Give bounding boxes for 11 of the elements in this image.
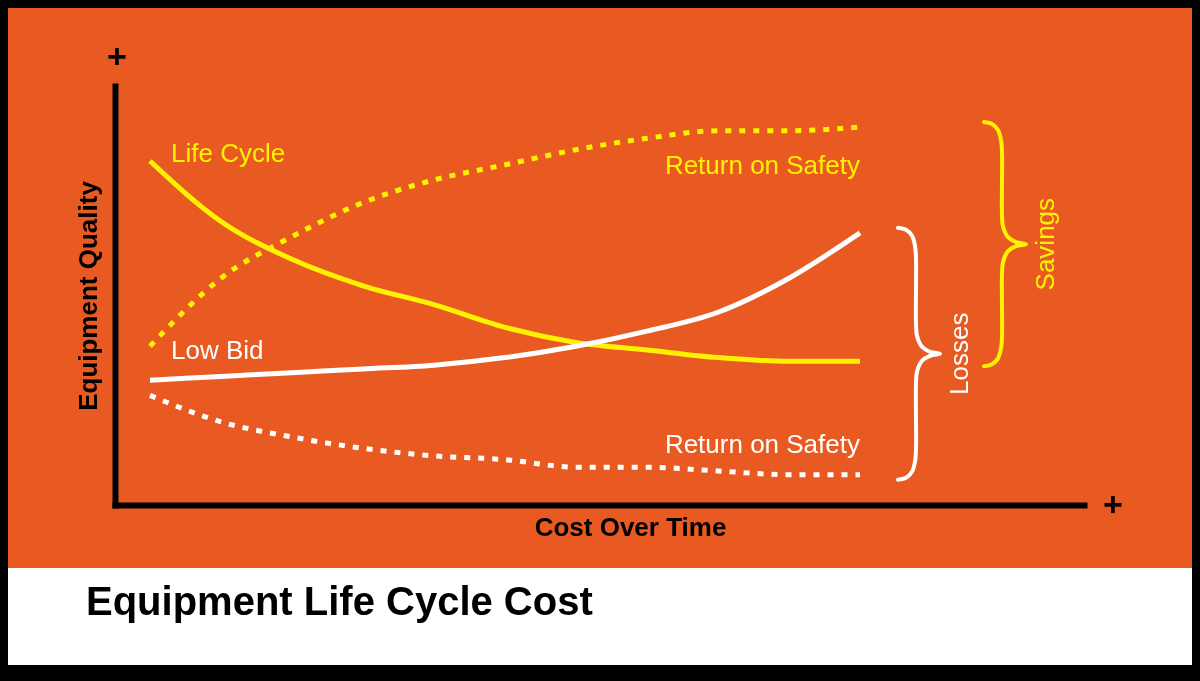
series-label: Return on Safety [664, 150, 860, 180]
series-label: Low Bid [171, 335, 264, 366]
text: Equipment Life Cycle Cost [86, 579, 593, 623]
text: + [1103, 485, 1123, 523]
series-label: Life Cycle [171, 138, 286, 169]
y-axis-title: Equipment Quality [72, 180, 103, 411]
text: Savings [1030, 197, 1060, 291]
text: + [107, 37, 127, 75]
text: Losses [944, 312, 974, 395]
x-axis-title: Cost Over Time [534, 511, 727, 542]
series-label: Return on Safety [664, 428, 860, 459]
